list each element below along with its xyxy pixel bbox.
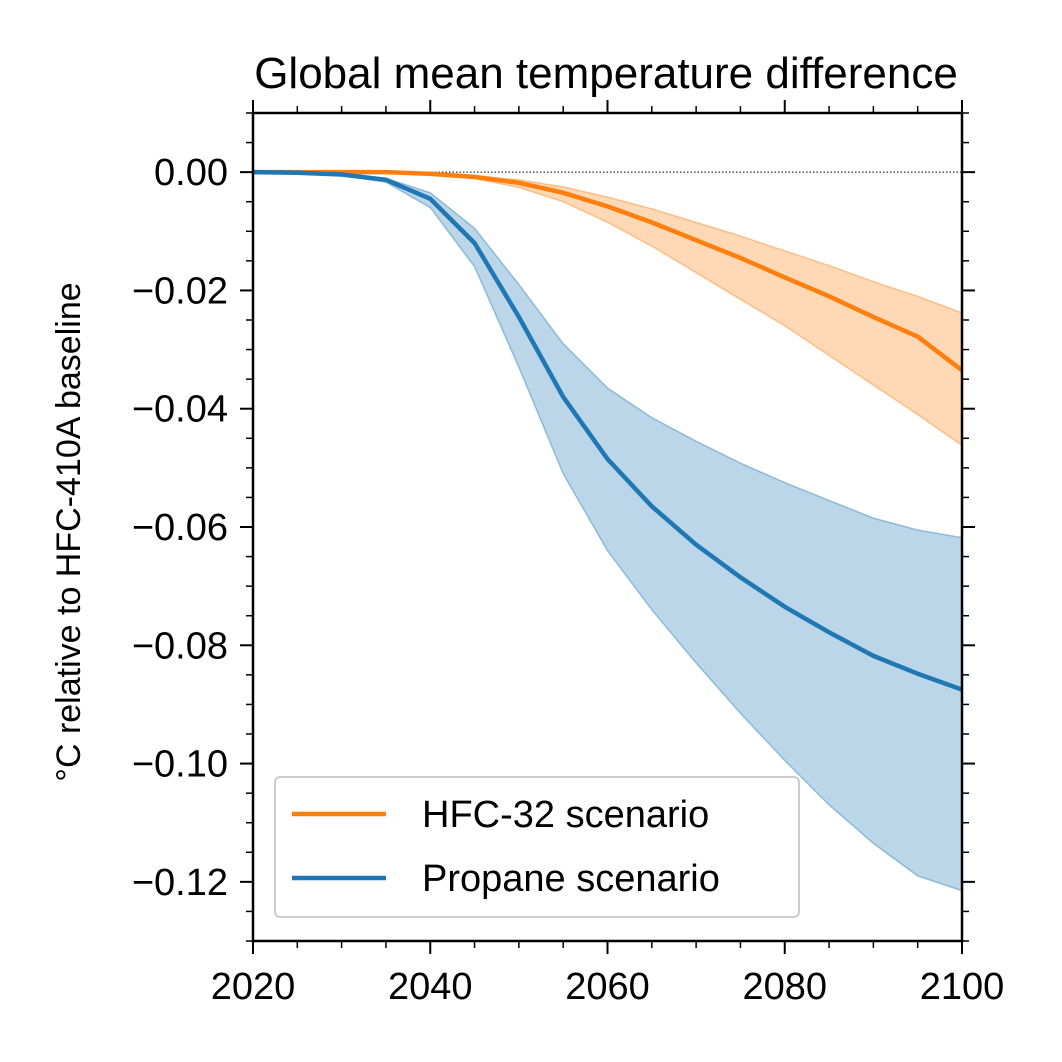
legend: HFC-32 scenario Propane scenario	[274, 776, 800, 918]
y-tick-label: −0.12	[132, 862, 228, 904]
y-tick-label: −0.06	[132, 507, 228, 549]
x-tick-label: 2060	[565, 966, 650, 1008]
legend-label: HFC-32 scenario	[422, 794, 709, 836]
legend-box	[274, 776, 800, 918]
y-tick-label: −0.02	[132, 270, 228, 312]
y-tick-label: −0.08	[132, 625, 228, 667]
y-tick-label: −0.04	[132, 389, 228, 431]
x-tick-label: 2080	[742, 966, 827, 1008]
hfc-32-scenario-line	[253, 169, 964, 373]
chart-title: Global mean temperature difference	[254, 49, 958, 98]
x-tick-label: 2040	[388, 966, 473, 1008]
x-tick-label: 2020	[211, 966, 296, 1008]
legend-label: Propane scenario	[422, 858, 720, 900]
x-tick-label: 2100	[920, 966, 1005, 1008]
y-tick-label: −0.10	[132, 744, 228, 786]
plot-area: 2020 2040 2060 2080 2100 0.00 −0.02 −0.04 −0.06 −…	[132, 100, 1004, 1008]
propane-scenario-line	[252, 169, 963, 692]
y-axis-label: °C relative to HFC-410A baseline	[50, 282, 88, 781]
y-tick-label: 0.00	[154, 152, 228, 194]
